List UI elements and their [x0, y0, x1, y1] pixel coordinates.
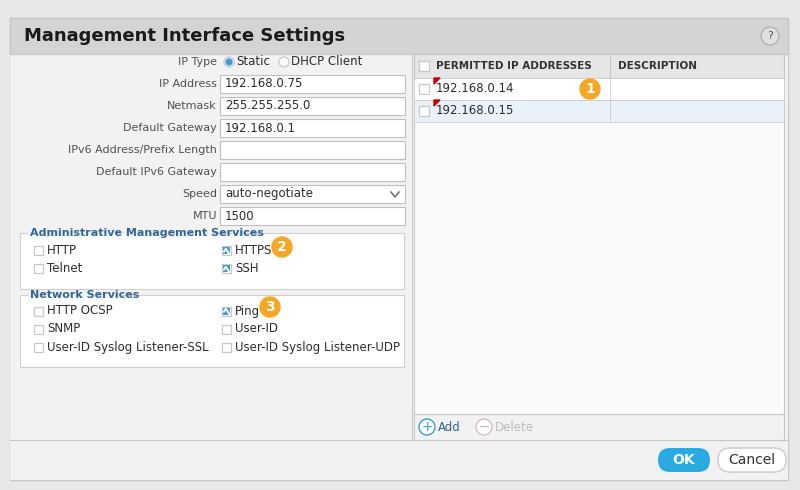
Bar	[220, 207, 405, 225]
Bar	[222, 343, 231, 351]
Text: User-ID Syslog Listener-SSL: User-ID Syslog Listener-SSL	[47, 341, 209, 353]
Text: OK: OK	[673, 453, 695, 467]
Text: 1500: 1500	[225, 210, 254, 222]
Text: ?: ?	[767, 31, 773, 41]
Bar	[34, 265, 43, 273]
Polygon shape	[434, 78, 440, 84]
Text: Default IPv6 Gateway: Default IPv6 Gateway	[96, 167, 217, 177]
Bar	[10, 54, 788, 440]
Circle shape	[226, 59, 232, 65]
Circle shape	[279, 57, 289, 67]
Text: 192.168.0.14: 192.168.0.14	[436, 82, 514, 96]
Bar	[220, 163, 405, 181]
Bar	[34, 307, 43, 316]
Text: Delete: Delete	[495, 420, 534, 434]
Text: IP Address: IP Address	[159, 79, 217, 89]
Bar	[414, 54, 784, 78]
Text: 255.255.255.0: 255.255.255.0	[225, 99, 310, 113]
Bar	[34, 246, 43, 255]
Text: DHCP Client: DHCP Client	[291, 55, 362, 69]
Text: Network Services: Network Services	[30, 290, 139, 300]
Bar	[222, 307, 231, 316]
Text: Speed: Speed	[182, 189, 217, 199]
Circle shape	[419, 419, 435, 435]
Bar	[28, 292, 119, 297]
Circle shape	[260, 297, 280, 317]
Text: 3: 3	[265, 300, 275, 314]
Bar	[414, 54, 784, 440]
Text: auto-negotiate: auto-negotiate	[225, 188, 313, 200]
Text: 2: 2	[277, 240, 287, 254]
Bar	[34, 324, 43, 334]
Text: 192.168.0.15: 192.168.0.15	[436, 104, 514, 118]
Bar	[222, 265, 231, 273]
Text: DESCRIPTION: DESCRIPTION	[618, 61, 697, 71]
Circle shape	[580, 79, 600, 99]
Text: Netmask: Netmask	[167, 101, 217, 111]
Text: HTTP OCSP: HTTP OCSP	[47, 304, 113, 318]
Bar	[220, 119, 405, 137]
Text: 192.168.0.1: 192.168.0.1	[225, 122, 296, 134]
Circle shape	[272, 237, 292, 257]
Bar	[223, 247, 230, 254]
Circle shape	[476, 419, 492, 435]
Text: User-ID: User-ID	[235, 322, 278, 336]
Text: Management Interface Settings: Management Interface Settings	[24, 27, 345, 45]
Text: SSH: SSH	[235, 263, 258, 275]
Text: Telnet: Telnet	[47, 263, 82, 275]
Bar	[220, 75, 405, 93]
Bar	[222, 324, 231, 334]
Bar	[10, 440, 788, 480]
Bar	[20, 295, 404, 367]
Bar	[414, 100, 784, 122]
Bar	[34, 343, 43, 351]
Text: User-ID Syslog Listener-UDP: User-ID Syslog Listener-UDP	[235, 341, 400, 353]
Text: HTTP: HTTP	[47, 245, 77, 258]
Bar	[223, 308, 230, 315]
Text: Static: Static	[236, 55, 270, 69]
Bar	[414, 78, 784, 100]
Text: IPv6 Address/Prefix Length: IPv6 Address/Prefix Length	[68, 145, 217, 155]
FancyBboxPatch shape	[718, 448, 786, 472]
FancyBboxPatch shape	[658, 448, 710, 472]
Text: Cancel: Cancel	[729, 453, 775, 467]
Bar	[414, 414, 784, 440]
Text: −: −	[478, 420, 490, 434]
Bar	[419, 106, 429, 116]
Bar	[10, 18, 788, 54]
Text: Administrative Management Services: Administrative Management Services	[30, 228, 264, 238]
Text: HTTPS: HTTPS	[235, 245, 272, 258]
Text: +: +	[421, 420, 433, 434]
Text: PERMITTED IP ADDRESSES: PERMITTED IP ADDRESSES	[436, 61, 592, 71]
Text: SNMP: SNMP	[47, 322, 80, 336]
Bar	[419, 61, 429, 71]
Text: IP Type: IP Type	[178, 57, 217, 67]
Bar	[220, 185, 405, 203]
Bar	[20, 233, 404, 289]
Text: 1: 1	[585, 82, 595, 96]
Text: 192.168.0.75: 192.168.0.75	[225, 77, 303, 91]
Bar	[220, 97, 405, 115]
Circle shape	[224, 57, 234, 67]
Circle shape	[761, 27, 779, 45]
Bar	[222, 246, 231, 255]
Text: Add: Add	[438, 420, 461, 434]
Bar	[419, 84, 429, 94]
Bar	[28, 230, 213, 235]
Polygon shape	[434, 100, 440, 106]
Text: Ping: Ping	[235, 304, 260, 318]
Bar	[223, 266, 230, 272]
Text: Default Gateway: Default Gateway	[123, 123, 217, 133]
Bar	[220, 141, 405, 159]
Text: MTU: MTU	[193, 211, 217, 221]
